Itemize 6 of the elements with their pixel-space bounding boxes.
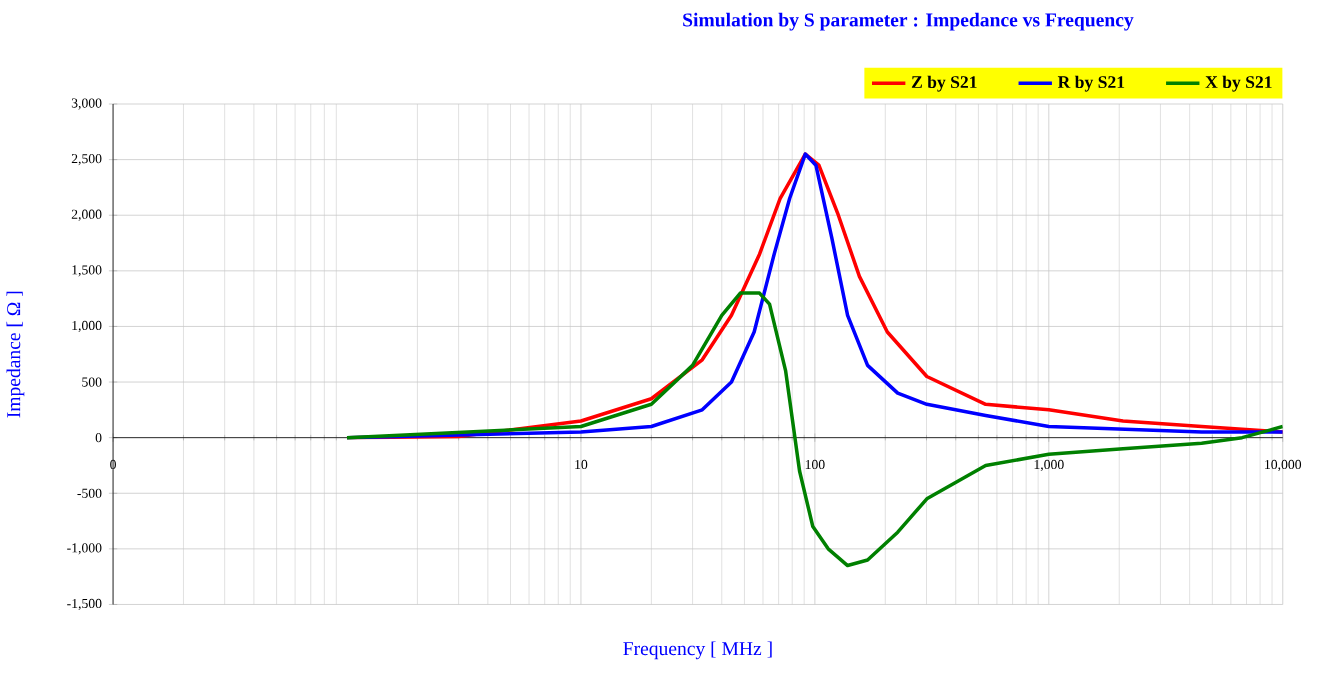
x-axis-title: Frequency [ MHz ] bbox=[623, 641, 772, 660]
legend-label: Z by S21 bbox=[911, 76, 977, 93]
legend-label: X by S21 bbox=[1205, 76, 1272, 93]
chart-title: Simulation by S parameter : Impedance vs Frequency bbox=[683, 13, 1134, 31]
y-axis-title: Impedance [ Ω ] bbox=[6, 292, 25, 418]
legend-label: R by S21 bbox=[1057, 76, 1125, 93]
